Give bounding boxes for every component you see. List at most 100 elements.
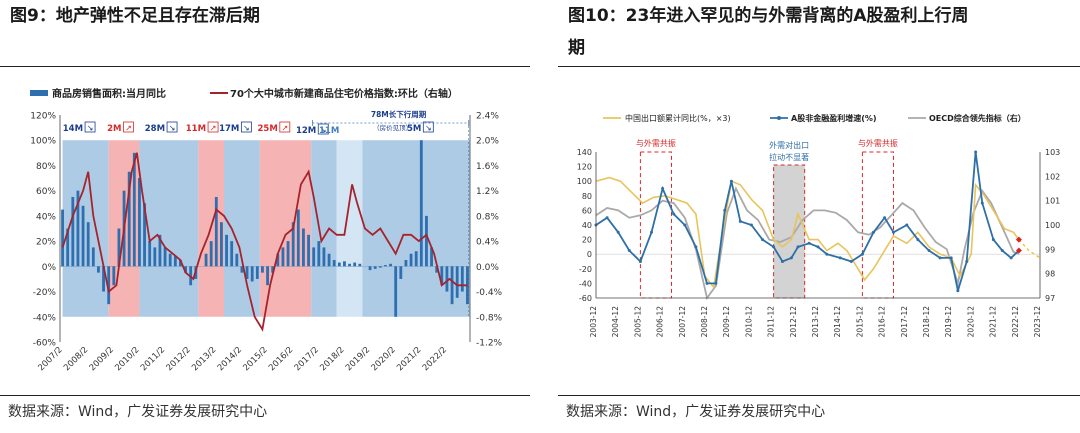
a-share-profit-point (956, 289, 960, 293)
a-share-profit-point (605, 216, 609, 220)
cycle-arrow-box (317, 123, 329, 135)
cycle-arrow-box (279, 121, 291, 133)
bar (445, 266, 449, 292)
annotation-box-label: 外需对出口 (769, 140, 809, 150)
cycle-length-label: 12M (296, 126, 316, 136)
a-share-profit-point (616, 230, 620, 234)
a-share-profit-point (825, 252, 829, 256)
bar (425, 215, 428, 267)
left-y-tick-label: 20 (582, 236, 592, 245)
left-y-tick-label: 60% (36, 187, 56, 197)
x-tick-label: 2013-12 (811, 306, 820, 338)
annotation-sublabel: （房价见顶） (373, 123, 412, 132)
bar (66, 228, 70, 267)
a-share-profit-point (991, 238, 995, 242)
cycle-arrow-box (422, 121, 434, 133)
a-share-profit-point (807, 241, 811, 245)
bar (117, 228, 121, 267)
left-y-tick-label: 40% (36, 212, 56, 222)
a-share-profit-point (638, 260, 642, 263)
x-tick-label: 2021-12 (989, 306, 998, 338)
annotation-box (773, 164, 806, 299)
x-tick-label: 2018-12 (922, 306, 931, 338)
bar (440, 266, 444, 286)
left-y-tick-label: 120% (30, 112, 56, 122)
bar (148, 241, 152, 267)
a-share-profit-point (927, 249, 931, 253)
cycle-arrow-icon: ↘ (87, 124, 94, 133)
bar (419, 140, 423, 267)
left-y-tick-label: -60 (579, 294, 592, 303)
annotation-box-label: 与外需共振 (636, 138, 676, 148)
left-y-tick-label: -20% (33, 288, 57, 298)
right-source-rule (558, 395, 1080, 396)
bar (414, 251, 418, 267)
price-index-line (61, 152, 468, 332)
cycle-length-label: 25M (258, 124, 278, 134)
bar (138, 178, 141, 267)
right-y-tick-label: 97 (1045, 294, 1055, 303)
x-tick-label: 2006-12 (656, 306, 665, 338)
bar (409, 253, 413, 267)
bar (296, 209, 300, 267)
bar (225, 234, 228, 267)
x-tick-label: 2007-12 (678, 306, 687, 338)
legend-label-export: 中国出口额累计同比(%，×3) (625, 113, 731, 123)
right-figure-title-line1: 图10：23年进入罕见的与外需背离的A股盈利上行周 (568, 6, 969, 26)
bar (394, 266, 398, 317)
bar (430, 247, 433, 267)
bar (343, 261, 346, 267)
bar (173, 256, 177, 267)
bar (455, 266, 459, 298)
x-tick-label: 2010-12 (744, 306, 753, 338)
cycle-length-label: 11M (319, 126, 339, 136)
bar (378, 266, 382, 268)
right-y-tick-label: 102 (1045, 172, 1060, 181)
annotation-box-label: 与外需共振 (858, 138, 898, 148)
bar (240, 266, 244, 273)
bar (322, 247, 326, 267)
a-share-profit-point (738, 219, 742, 223)
a-share-profit-point (816, 245, 820, 249)
right-figure-title-line2: 期 (568, 38, 585, 58)
cycle-region (336, 140, 363, 317)
bar (143, 203, 146, 267)
bar (209, 241, 213, 267)
legend-marker-profit (777, 116, 781, 120)
a-share-profit-point (796, 245, 800, 249)
right-y-tick-label: 2.0% (476, 137, 499, 147)
bar (245, 266, 249, 279)
left-figure-title: 图9：地产弹性不足且存在滞后期 (10, 6, 260, 26)
legend-swatch-bars (30, 90, 48, 96)
cycle-length-label: 5M (407, 124, 421, 134)
a-share-profit-point (694, 245, 698, 249)
right-y-tick-label: 99 (1045, 245, 1055, 254)
a-share-profit-point (627, 249, 631, 253)
bar (214, 196, 218, 267)
annotation-label: 78M长下行周期 (371, 109, 427, 119)
bar (132, 152, 136, 267)
annotation-box (639, 151, 672, 299)
bar (261, 266, 264, 273)
cycle-length-label: 14M (63, 124, 83, 134)
bar (179, 260, 182, 267)
a-share-profit-point (905, 223, 909, 227)
bar (86, 222, 90, 267)
right-y-tick-label: 101 (1045, 197, 1060, 206)
a-share-profit-point (705, 281, 709, 285)
cycle-length-label: 28M (145, 124, 165, 134)
a-share-profit-point (1009, 256, 1013, 260)
bar (230, 241, 234, 267)
cycle-arrow-box (84, 121, 96, 133)
right-y-tick-label: 2.4% (476, 112, 499, 122)
a-share-profit-point (683, 223, 687, 227)
x-tick-label: 2015-12 (855, 306, 864, 338)
bar (404, 260, 408, 267)
cycle-arrow-box (207, 121, 219, 133)
x-tick-label: 2012-12 (789, 306, 798, 338)
left-y-tick-label: -40% (33, 313, 57, 323)
cycle-arrow-icon: ↗ (210, 124, 217, 133)
x-tick-label: 2005-12 (633, 306, 642, 338)
a-share-profit-point (723, 208, 727, 212)
